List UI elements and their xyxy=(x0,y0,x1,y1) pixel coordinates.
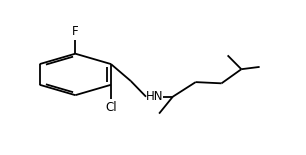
Text: Cl: Cl xyxy=(105,101,117,114)
Text: HN: HN xyxy=(146,90,163,103)
Text: F: F xyxy=(72,24,79,38)
